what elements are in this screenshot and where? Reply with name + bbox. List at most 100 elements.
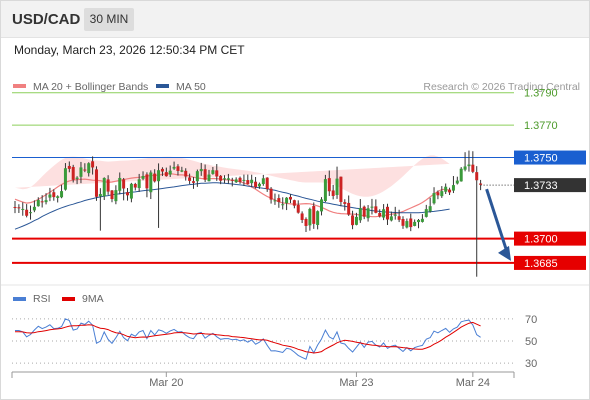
rsi-legend-swatch-0 (13, 297, 26, 301)
candle-103 (413, 221, 417, 226)
candle-72 (292, 200, 296, 206)
candle-58 (238, 177, 242, 182)
candle-109 (436, 192, 440, 196)
candle-36 (153, 173, 157, 182)
candle-111 (444, 186, 448, 192)
x-tick-label-1: Mar 23 (339, 377, 373, 389)
candle-37 (157, 170, 161, 182)
pivot-tag (514, 150, 586, 165)
candle-22 (98, 194, 102, 197)
candle-108 (432, 193, 436, 204)
legend-label-1: MA 50 (176, 81, 206, 93)
candle-25 (110, 190, 114, 200)
support-label-4: 1.3700 (524, 234, 558, 246)
legend-swatch-1 (156, 84, 169, 88)
candle-2 (21, 208, 25, 210)
candle-14 (67, 165, 71, 169)
candle-16 (75, 177, 79, 179)
candle-19 (87, 163, 91, 174)
candle-30 (129, 183, 133, 199)
legend-swatch-0 (13, 84, 26, 88)
candle-21 (94, 169, 98, 197)
candle-117 (467, 164, 471, 167)
candle-34 (145, 174, 149, 189)
candle-66 (269, 188, 273, 200)
candle-87 (351, 215, 355, 226)
candle-89 (358, 208, 362, 221)
support-tag-5 (514, 255, 586, 270)
candle-112 (448, 189, 452, 193)
candle-50 (207, 174, 211, 182)
support-label-5: 1.3685 (524, 258, 558, 270)
candle-31 (133, 183, 137, 188)
candle-102 (409, 218, 413, 228)
candle-86 (347, 202, 351, 215)
candle-80 (323, 179, 327, 201)
candle-83 (335, 178, 339, 195)
candle-119 (475, 172, 479, 181)
candle-79 (320, 199, 324, 212)
forecast-arrow-shaft (485, 188, 509, 253)
candle-82 (331, 190, 335, 196)
candle-35 (149, 172, 153, 193)
candle-78 (316, 211, 320, 225)
candle-45 (188, 177, 192, 181)
candle-62 (254, 181, 258, 188)
candle-63 (257, 183, 261, 187)
candle-118 (471, 164, 475, 172)
candle-13 (63, 168, 67, 190)
candle-48 (199, 169, 203, 172)
candle-46 (191, 181, 195, 183)
candle-7 (40, 201, 44, 203)
x-tick-label-2: Mar 24 (456, 377, 490, 389)
candle-100 (401, 218, 405, 226)
candle-67 (273, 200, 277, 202)
candle-41 (172, 166, 176, 169)
candle-61 (250, 179, 254, 184)
candle-0 (13, 206, 17, 208)
candle-57 (234, 179, 238, 183)
candle-101 (405, 221, 409, 228)
forecast-arrow-head (498, 245, 511, 261)
candle-113 (451, 185, 455, 191)
timeframe-button[interactable]: 30 MIN (84, 8, 134, 31)
candle-27 (118, 177, 122, 191)
candle-81 (327, 178, 331, 192)
candle-32 (137, 179, 141, 189)
chart-header: USD/CAD 30 MIN (1, 1, 589, 38)
legend-label-0: MA 20 + Bollinger Bands (33, 81, 148, 93)
resistance-label-0: 1.3790 (524, 88, 558, 100)
candle-44 (184, 170, 188, 177)
rsi-legend-label-1: 9MA (82, 293, 104, 305)
candle-88 (354, 216, 358, 225)
candle-92 (370, 206, 374, 208)
candle-59 (242, 179, 246, 181)
candle-49 (203, 169, 207, 180)
candle-107 (428, 206, 432, 212)
candle-55 (226, 178, 230, 180)
candle-110 (440, 191, 444, 197)
candle-24 (106, 179, 110, 192)
candle-85 (343, 202, 347, 204)
candle-120 (479, 183, 483, 185)
candle-73 (296, 204, 300, 213)
candle-20 (91, 161, 95, 168)
candle-70 (285, 197, 289, 204)
candle-29 (126, 192, 130, 196)
candle-68 (277, 198, 281, 202)
pivot-label: 1.3750 (524, 153, 558, 165)
candle-54 (223, 178, 227, 180)
credit-label: Research © 2026 Trading Central (423, 81, 580, 93)
candle-9 (48, 194, 52, 198)
rsi-tick-2: 30 (525, 358, 537, 370)
candle-52 (215, 170, 219, 177)
candle-33 (141, 176, 145, 179)
candle-64 (261, 178, 265, 184)
candle-105 (420, 218, 424, 222)
candle-99 (397, 216, 401, 220)
timestamp: Monday, March 23, 2026 12:50:34 PM CET (14, 43, 245, 57)
candle-60 (246, 180, 250, 184)
candle-74 (300, 213, 304, 220)
candle-40 (168, 170, 172, 175)
